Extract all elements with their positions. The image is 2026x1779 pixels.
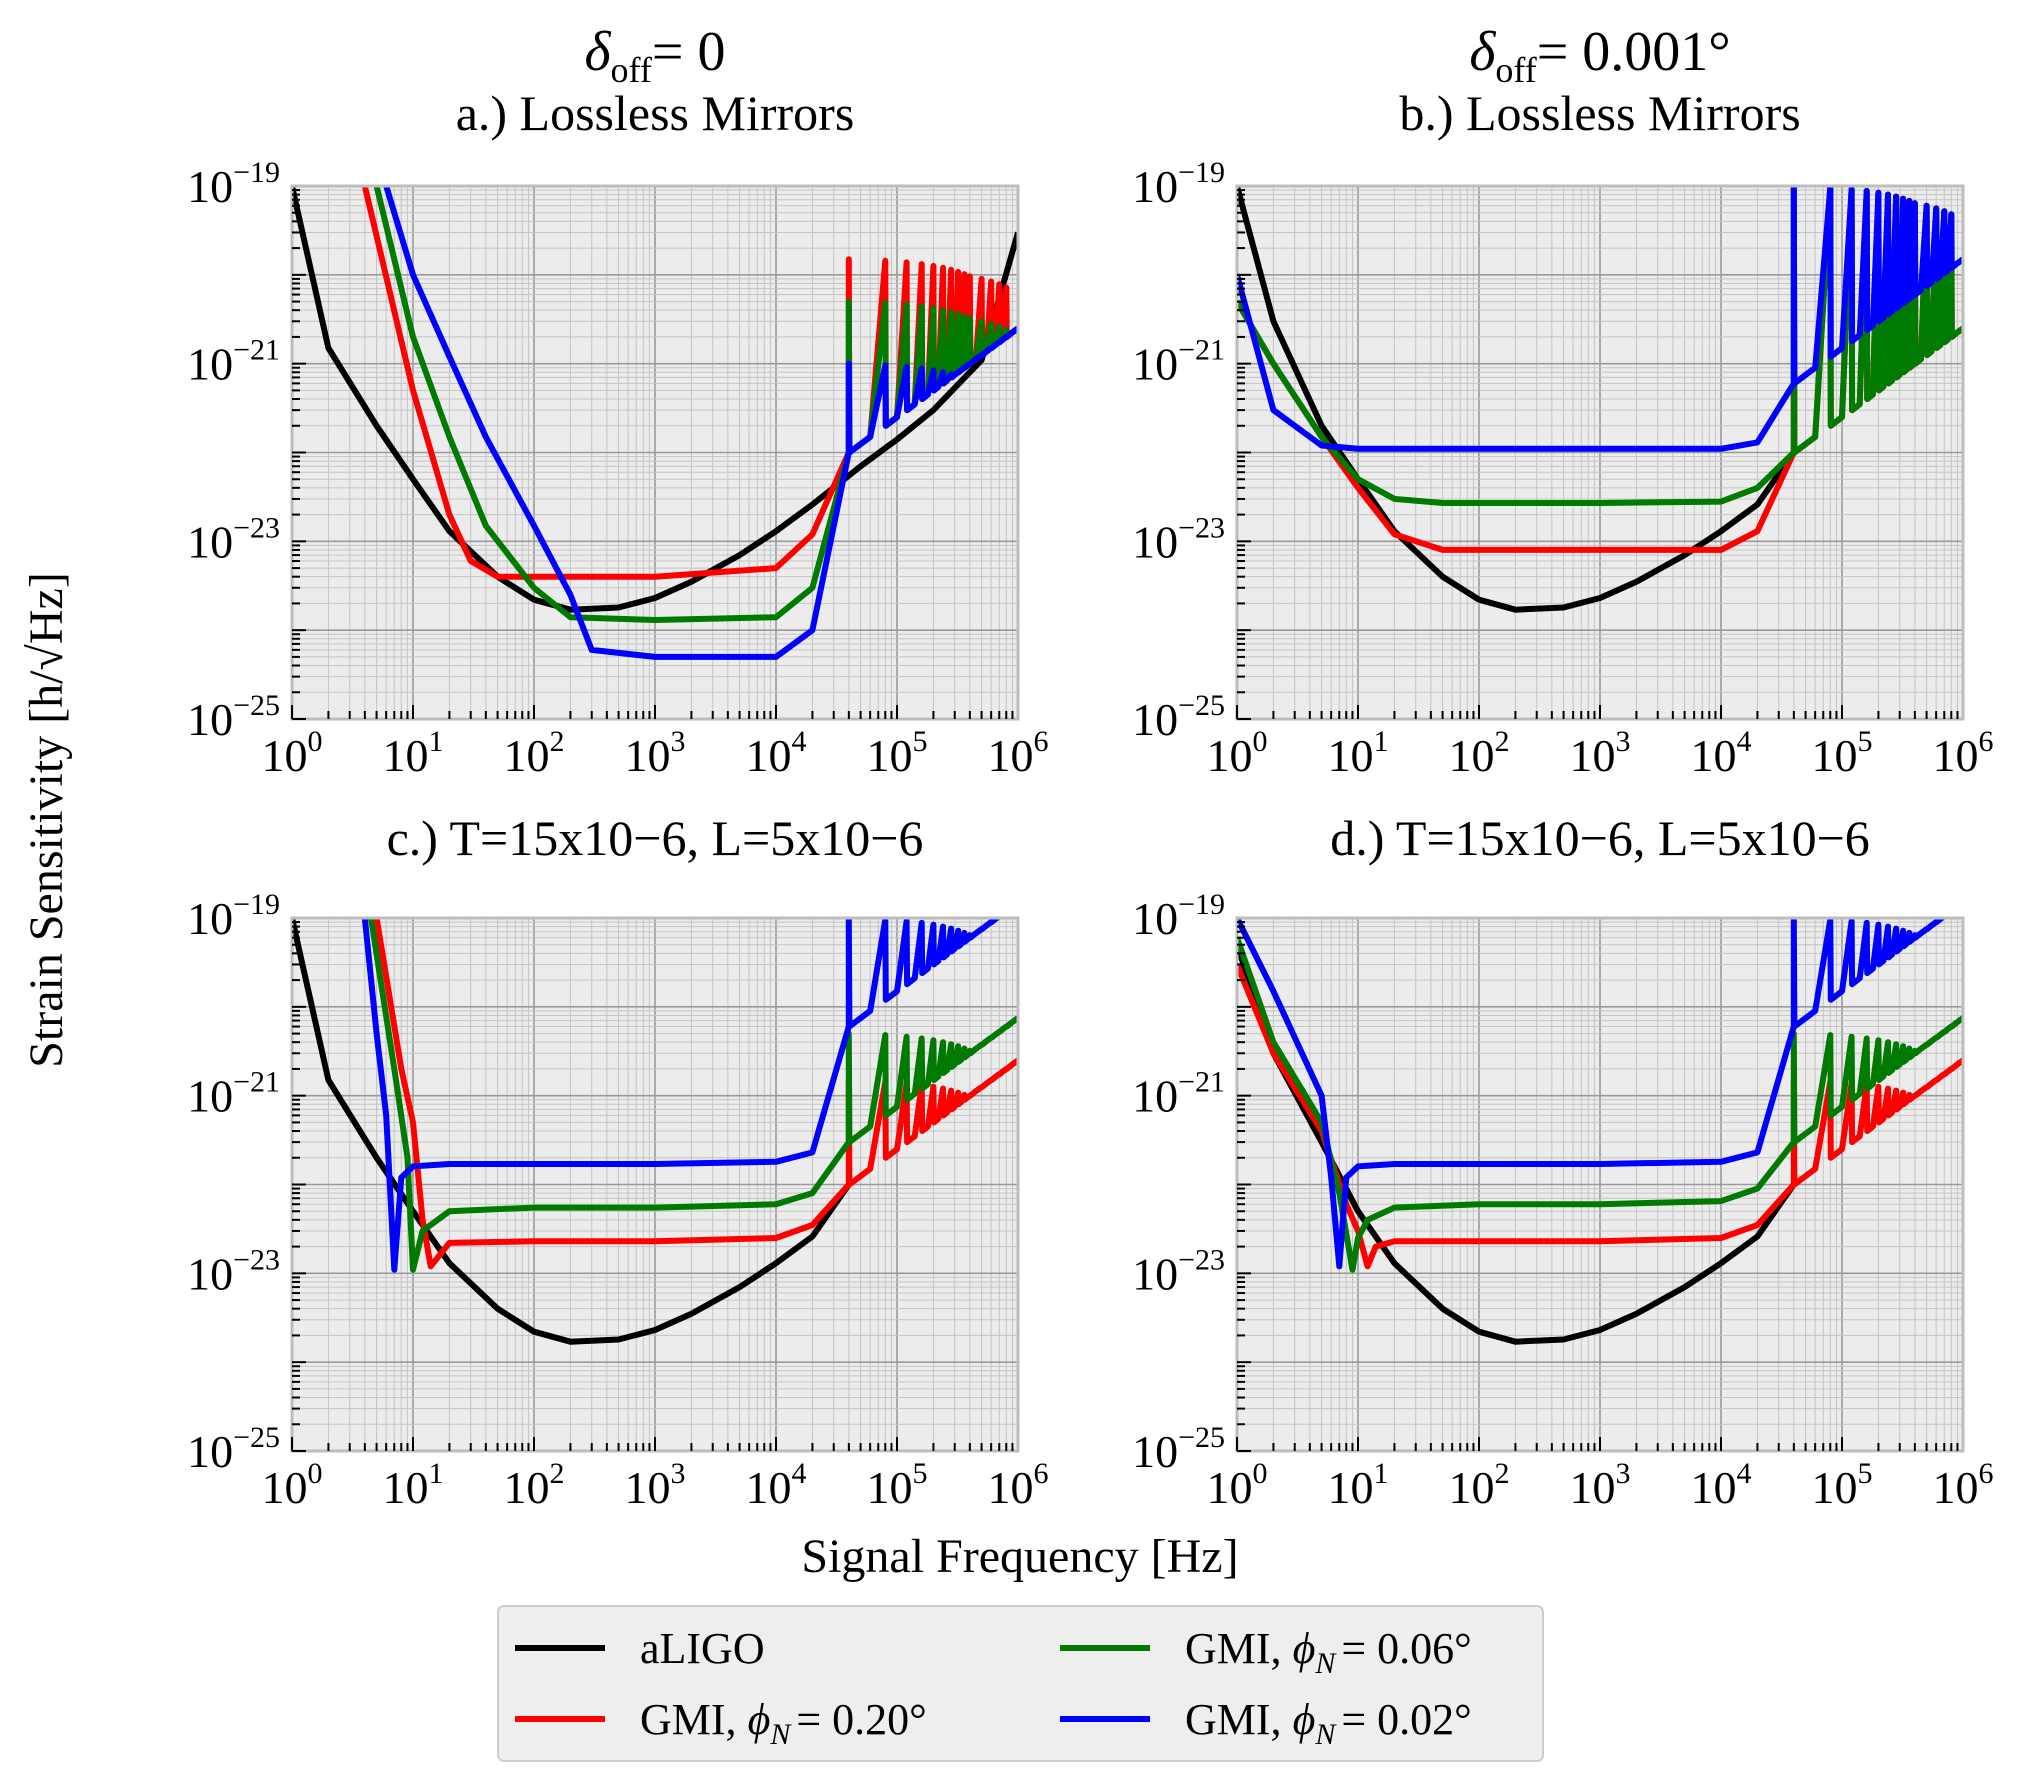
x-tick-label: 102 bbox=[1449, 1457, 1510, 1513]
series-group bbox=[1237, 918, 1963, 1345]
grid bbox=[291, 186, 1018, 720]
x-tick-label: 105 bbox=[1812, 725, 1873, 781]
ticks bbox=[1236, 189, 1959, 720]
series-line-gmi-n-0-06- bbox=[368, 918, 1018, 1273]
x-tick-label: 100 bbox=[1207, 1457, 1268, 1513]
grid bbox=[1236, 918, 1963, 1452]
x-tick-label: 106 bbox=[1933, 1457, 1994, 1513]
y-tick-label: 10−21 bbox=[187, 334, 280, 390]
x-tick-label: 100 bbox=[1207, 725, 1268, 781]
legend-label-gmi-002: GMI, ϕN = 0.02° bbox=[1185, 1695, 1472, 1751]
x-tick-label: 100 bbox=[262, 725, 323, 781]
y-tick-label: 10−23 bbox=[1132, 1243, 1225, 1299]
x-tick-label: 104 bbox=[1691, 1457, 1752, 1513]
x-axis-label: Signal Frequency [Hz] bbox=[801, 1530, 1238, 1583]
series-line-gmi-n-0-02- bbox=[1237, 918, 1948, 1270]
x-tick-label: 101 bbox=[383, 725, 444, 781]
x-tick-label: 105 bbox=[867, 1457, 928, 1513]
panel-a-title: a.) Lossless Mirrors bbox=[456, 85, 855, 141]
y-tick-label: 10−21 bbox=[1132, 1066, 1225, 1122]
y-tick-label: 10−21 bbox=[187, 1066, 280, 1122]
ticks bbox=[1236, 921, 1959, 1452]
ticks bbox=[291, 921, 1014, 1452]
y-tick-label: 10−23 bbox=[187, 511, 280, 567]
legend-label-gmi-020: GMI, ϕN = 0.20° bbox=[640, 1695, 927, 1751]
panel-b-title: b.) Lossless Mirrors bbox=[1399, 85, 1800, 141]
panel-d: 100 101 102 103 104 105 106 10−19 10−21 10−23 10−2… bbox=[1132, 888, 1993, 1513]
x-tick-label: 106 bbox=[988, 1457, 1049, 1513]
series-line-gmi-n-0-02- bbox=[361, 918, 1003, 1273]
legend: aLIGO GMI, ϕN = 0.20° GMI, ϕN = 0.06° GMI,… bbox=[497, 1605, 1544, 1762]
y-tick-label: 10−25 bbox=[187, 1421, 280, 1477]
x-tick-label: 103 bbox=[625, 1457, 686, 1513]
series-line-gmi-n-0-06- bbox=[1237, 936, 1963, 1273]
legend-label-aligo: aLIGO bbox=[640, 1624, 765, 1673]
x-tick-label: 105 bbox=[867, 725, 928, 781]
x-tick-label: 104 bbox=[746, 1457, 807, 1513]
x-tick-label: 103 bbox=[625, 725, 686, 781]
legend-label-gmi-006: GMI, ϕN = 0.06° bbox=[1185, 1624, 1472, 1680]
y-tick-label: 10−19 bbox=[1132, 888, 1225, 944]
y-axis-label: Strain Sensitivity [h/√Hz] bbox=[20, 572, 73, 1068]
y-tick-label: 10−21 bbox=[1132, 334, 1225, 390]
panel-c: 100 101 102 103 104 105 106 10−19 10−21 10−23 10−2… bbox=[187, 888, 1048, 1513]
y-tick-label: 10−19 bbox=[187, 156, 280, 212]
y-tick-label: 10−25 bbox=[187, 689, 280, 745]
series-line-gmi-n-0-02- bbox=[1237, 186, 1963, 452]
series-line-gmi-n-0-02- bbox=[383, 186, 1018, 660]
y-tick-label: 10−25 bbox=[1132, 1421, 1225, 1477]
x-tick-label: 103 bbox=[1570, 725, 1631, 781]
y-tick-label: 10−19 bbox=[1132, 156, 1225, 212]
y-tick-label: 10−23 bbox=[1132, 511, 1225, 567]
series-line-aligo bbox=[292, 186, 1018, 613]
y-tick-label: 10−25 bbox=[1132, 689, 1225, 745]
column-header-right: δoff= 0.001° bbox=[1469, 21, 1730, 90]
x-tick-label: 101 bbox=[1328, 725, 1389, 781]
series-line-gmi-n-0-20- bbox=[1237, 963, 1963, 1270]
x-tick-label: 102 bbox=[1449, 725, 1510, 781]
grid bbox=[291, 918, 1018, 1452]
x-tick-label: 101 bbox=[1328, 1457, 1389, 1513]
x-tick-label: 103 bbox=[1570, 1457, 1631, 1513]
panel-b: 100 101 102 103 104 105 106 10−19 10−21 10−23 10−2… bbox=[1132, 156, 1993, 781]
x-tick-label: 106 bbox=[988, 725, 1049, 781]
series-group bbox=[292, 186, 1018, 660]
series-group bbox=[292, 918, 1018, 1345]
column-header-left: δoff= 0 bbox=[585, 21, 726, 90]
x-tick-label: 105 bbox=[1812, 1457, 1873, 1513]
ticks bbox=[291, 189, 1014, 720]
panel-a: 100 101 102 103 104 105 106 10−19 10−21 10−23 10−2… bbox=[187, 156, 1048, 781]
y-tick-label: 10−23 bbox=[187, 1243, 280, 1299]
x-tick-label: 102 bbox=[504, 725, 565, 781]
x-tick-label: 101 bbox=[383, 1457, 444, 1513]
panel-c-title: c.) T=15x10−6, L=5x10−6 bbox=[387, 810, 924, 866]
x-tick-label: 100 bbox=[262, 1457, 323, 1513]
y-tick-label: 10−19 bbox=[187, 888, 280, 944]
x-tick-label: 106 bbox=[1933, 725, 1994, 781]
legend-box bbox=[497, 1605, 1544, 1762]
series-group bbox=[1237, 186, 1963, 613]
series-line-gmi-n-0-20- bbox=[373, 918, 1018, 1270]
panel-d-title: d.) T=15x10−6, L=5x10−6 bbox=[1330, 810, 1870, 866]
x-tick-label: 104 bbox=[1691, 725, 1752, 781]
x-tick-label: 104 bbox=[746, 725, 807, 781]
x-tick-label: 102 bbox=[504, 1457, 565, 1513]
